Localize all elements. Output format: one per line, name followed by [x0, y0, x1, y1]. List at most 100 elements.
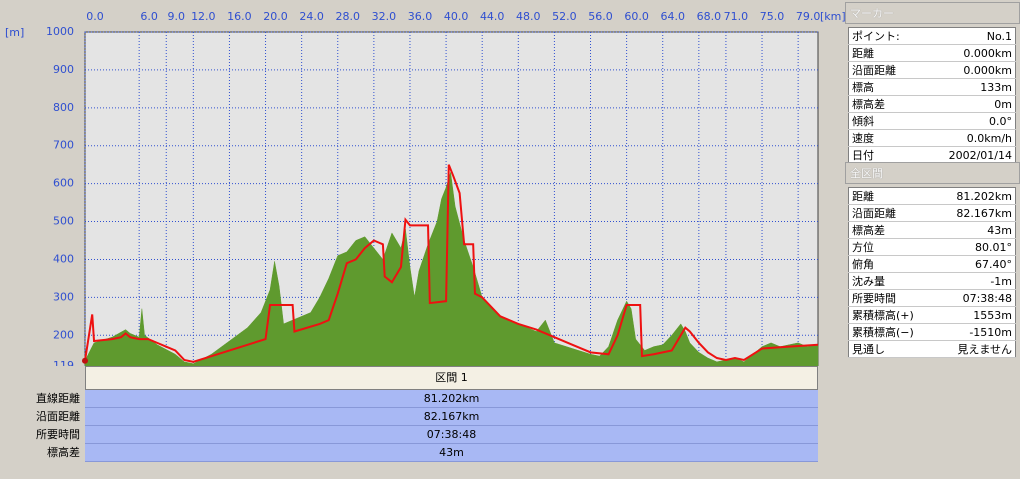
row-value: 81.202km	[935, 187, 1016, 205]
row-label: 傾斜	[848, 112, 922, 130]
panel-row: 所要時間 07:38:48	[848, 289, 1016, 307]
row-label: 距離	[848, 44, 922, 62]
row-value: -1m	[935, 272, 1016, 290]
panel-row: 累積標高(−) -1510m	[848, 323, 1016, 341]
row-value: 82.167km	[85, 408, 818, 426]
panel-row: 見通し 見えません	[848, 340, 1016, 358]
panel-row: 沈み量 -1m	[848, 272, 1016, 290]
x-tick-label: 56.0	[588, 10, 613, 23]
panel-row: 距離 0.000km	[848, 44, 1016, 62]
x-tick-label: 79.0	[796, 10, 821, 23]
row-label: 所要時間	[36, 428, 80, 441]
row-label: 所要時間	[848, 289, 936, 307]
row-value: 0.000km	[921, 44, 1016, 62]
row-value: 43m	[85, 444, 818, 462]
row-value: 67.40°	[935, 255, 1016, 273]
marker-point	[82, 357, 88, 364]
section-row: 標高差 43m	[0, 444, 818, 462]
panel-row: 標高 133m	[848, 78, 1016, 96]
row-value: 0.000km	[921, 61, 1016, 79]
y-tick-label: 800	[53, 101, 74, 114]
x-tick-label: 48.0	[516, 10, 541, 23]
panel-row: 沿面距離 82.167km	[848, 204, 1016, 222]
x-tick-label: 6.0	[140, 10, 158, 23]
panel-row: ポイント: No.1	[848, 27, 1016, 45]
y-tick-label: 900	[53, 63, 74, 76]
x-tick-label: 71.0	[724, 10, 749, 23]
row-label: 沈み量	[848, 272, 936, 290]
row-value: 82.167km	[935, 204, 1016, 222]
panel-row: 沿面距離 0.000km	[848, 61, 1016, 79]
row-value: 見えません	[935, 340, 1016, 358]
y-tick-label: 1000	[46, 25, 74, 38]
x-tick-label: 36.0	[408, 10, 433, 23]
row-value: 1553m	[935, 306, 1016, 324]
row-value: No.1	[921, 27, 1016, 45]
row-value: 2002/01/14	[921, 146, 1016, 164]
x-tick-label: 60.0	[624, 10, 649, 23]
x-tick-label: 20.0	[263, 10, 288, 23]
y-tick-label: 700	[53, 139, 74, 152]
row-value: 133m	[921, 78, 1016, 96]
section-header[interactable]: 区間 1	[85, 366, 818, 390]
x-tick-label: 0.0	[86, 10, 104, 23]
row-value: -1510m	[935, 323, 1016, 341]
marker-table: ポイント: No.1 距離 0.000km 沿面距離 0.000km 標高 133m 標高差 0m…	[848, 27, 1016, 181]
x-tick-label: 24.0	[299, 10, 324, 23]
section-table: 区間 1 直線距離 81.202km 沿面距離 82.167km 所要時間 07:38:4…	[0, 366, 818, 462]
panel-row: 累積標高(+) 1553m	[848, 306, 1016, 324]
total-table: 距離 81.202km 沿面距離 82.167km 標高差 43m 方位 80.01° 俯角 67…	[848, 187, 1016, 358]
row-label: 標高	[848, 78, 922, 96]
panel-row: 日付 2002/01/14	[848, 146, 1016, 164]
row-label: 日付	[848, 146, 922, 164]
y-tick-label: 119	[53, 359, 74, 366]
y-tick-label: 400	[53, 252, 74, 265]
x-tick-label: 9.0	[167, 10, 185, 23]
profile-line	[84, 164, 819, 363]
x-tick-label: 28.0	[336, 10, 361, 23]
row-label: 沿面距離	[848, 61, 922, 79]
y-unit: [m]	[5, 26, 24, 39]
panel-row: 速度 0.0km/h	[848, 129, 1016, 147]
x-tick-label: 12.0	[191, 10, 216, 23]
x-tick-label: 75.0	[760, 10, 785, 23]
panel-title: 全区間	[845, 162, 1020, 184]
row-label: 標高差	[848, 95, 922, 113]
section-row: 沿面距離 82.167km	[0, 408, 818, 426]
row-value: 43m	[935, 221, 1016, 239]
x-tick-label: 64.0	[660, 10, 685, 23]
row-value: 81.202km	[85, 390, 818, 408]
row-label: 距離	[848, 187, 936, 205]
panel-title: マーカー	[845, 2, 1020, 24]
y-tick-label: 200	[53, 328, 74, 341]
row-value: 0m	[921, 95, 1016, 113]
profile-chart: [m] [km] 0.0 6.0 9.0 12.0 16.0 20.0 24.0 28.0 32…	[5, 10, 845, 366]
row-value: 07:38:48	[85, 426, 818, 444]
x-tick-label: 52.0	[552, 10, 577, 23]
panel-row: 方位 80.01°	[848, 238, 1016, 256]
panel-row: 標高差 43m	[848, 221, 1016, 239]
row-label: 累積標高(−)	[848, 323, 936, 341]
row-label: 沿面距離	[848, 204, 936, 222]
row-value: 0.0°	[921, 112, 1016, 130]
section-row: 直線距離 81.202km	[0, 390, 818, 408]
row-value: 07:38:48	[935, 289, 1016, 307]
x-tick-label: 32.0	[372, 10, 397, 23]
panel-row: 標高差 0m	[848, 95, 1016, 113]
total-panel: 全区間 距離 81.202km 沿面距離 82.167km 標高差 43m 方位 80.01°…	[845, 162, 1020, 358]
row-label: 沿面距離	[36, 410, 80, 423]
row-label: 俯角	[848, 255, 936, 273]
section-row: 所要時間 07:38:48	[0, 426, 818, 444]
row-label: 方位	[848, 238, 936, 256]
x-tick-label: 44.0	[480, 10, 505, 23]
x-unit: [km]	[820, 10, 845, 23]
y-tick-label: 500	[53, 215, 74, 228]
x-tick-label: 16.0	[227, 10, 252, 23]
panel-row: 俯角 67.40°	[848, 255, 1016, 273]
y-tick-label: 300	[53, 290, 74, 303]
row-value: 80.01°	[935, 238, 1016, 256]
panel-row: 傾斜 0.0°	[848, 112, 1016, 130]
x-tick-label: 40.0	[444, 10, 469, 23]
row-label: 標高差	[47, 446, 80, 459]
